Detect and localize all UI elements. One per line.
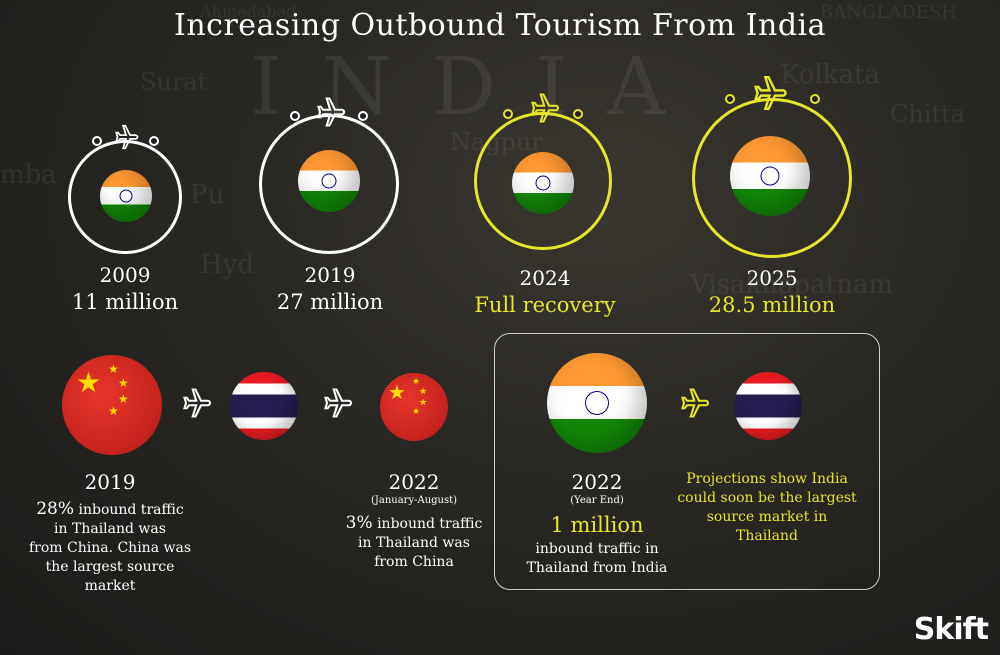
- page-title: Increasing Outbound Tourism From India: [173, 8, 827, 43]
- map-label: mba: [0, 160, 57, 190]
- airplane-icon: [183, 388, 212, 418]
- china-2022-text: 3% inbound traffic in Thailand was from …: [345, 513, 483, 571]
- india-flag: [730, 136, 810, 216]
- skift-logo: Skift: [913, 612, 989, 647]
- orbit-dot: [810, 94, 820, 104]
- map-label: BANGLADESH: [820, 2, 957, 23]
- projection-text: Projections show India could soon be the…: [677, 471, 857, 544]
- map-label: Visakhapatnam: [690, 270, 893, 300]
- thailand-flag: [734, 372, 802, 440]
- orbit-dot: [149, 136, 159, 146]
- india-2022-value: 1 million: [550, 513, 644, 537]
- orbit-dot: [92, 136, 102, 146]
- thailand-flag: [230, 372, 298, 440]
- map-label: Ahmedabad: [200, 2, 297, 21]
- timeline-value: 27 million: [276, 290, 384, 314]
- timeline-value: 28.5 million: [708, 293, 836, 317]
- china-2022-year: 2022: [388, 470, 440, 494]
- india-flag: [100, 170, 152, 222]
- airplane-icon: [681, 388, 710, 418]
- india-flag: [298, 150, 360, 212]
- orbit-dot: [725, 94, 735, 104]
- china-2019-pct: 28%: [36, 499, 75, 519]
- timeline-year: 2025: [746, 266, 798, 290]
- india-flag: [547, 353, 647, 453]
- orbit-dot: [503, 109, 513, 119]
- timeline-year: 2019: [304, 263, 356, 287]
- india-2022-box: [494, 333, 880, 590]
- map-label: Kolkata: [780, 60, 880, 90]
- china-2022-period: (January-August): [370, 495, 458, 506]
- orbit-dot: [358, 111, 368, 121]
- map-label: Surat: [140, 68, 208, 96]
- map-label: Pu: [190, 180, 225, 210]
- airplane-icon: [115, 124, 139, 150]
- china-2019-year: 2019: [84, 470, 136, 494]
- india-flag: [512, 152, 574, 214]
- india-2022-text: inbound traffic in Thailand from India: [526, 541, 668, 576]
- orbit-dot: [290, 111, 300, 121]
- airplane-icon: [317, 97, 346, 127]
- map-label: Hyd: [200, 250, 255, 280]
- airplane-icon: [324, 388, 353, 418]
- orbit-dot: [573, 109, 583, 119]
- timeline-value: Full recovery: [474, 293, 616, 317]
- china-2019-text: 28% inbound traffic in Thailand was from…: [28, 499, 192, 595]
- india-2022-period: (Year End): [570, 495, 624, 506]
- china-flag: ★ ★ ★ ★ ★: [380, 373, 448, 441]
- timeline-year: 2009: [99, 263, 151, 287]
- china-flag: ★ ★ ★ ★ ★: [62, 355, 162, 455]
- timeline-value: 11 million: [71, 290, 179, 314]
- india-2022-year: 2022: [571, 470, 623, 494]
- china-2022-pct: 3%: [345, 513, 373, 533]
- map-label: Chitta: [890, 100, 966, 128]
- airplane-icon: [531, 93, 560, 123]
- timeline-year: 2024: [519, 266, 571, 290]
- airplane-icon: [754, 76, 787, 110]
